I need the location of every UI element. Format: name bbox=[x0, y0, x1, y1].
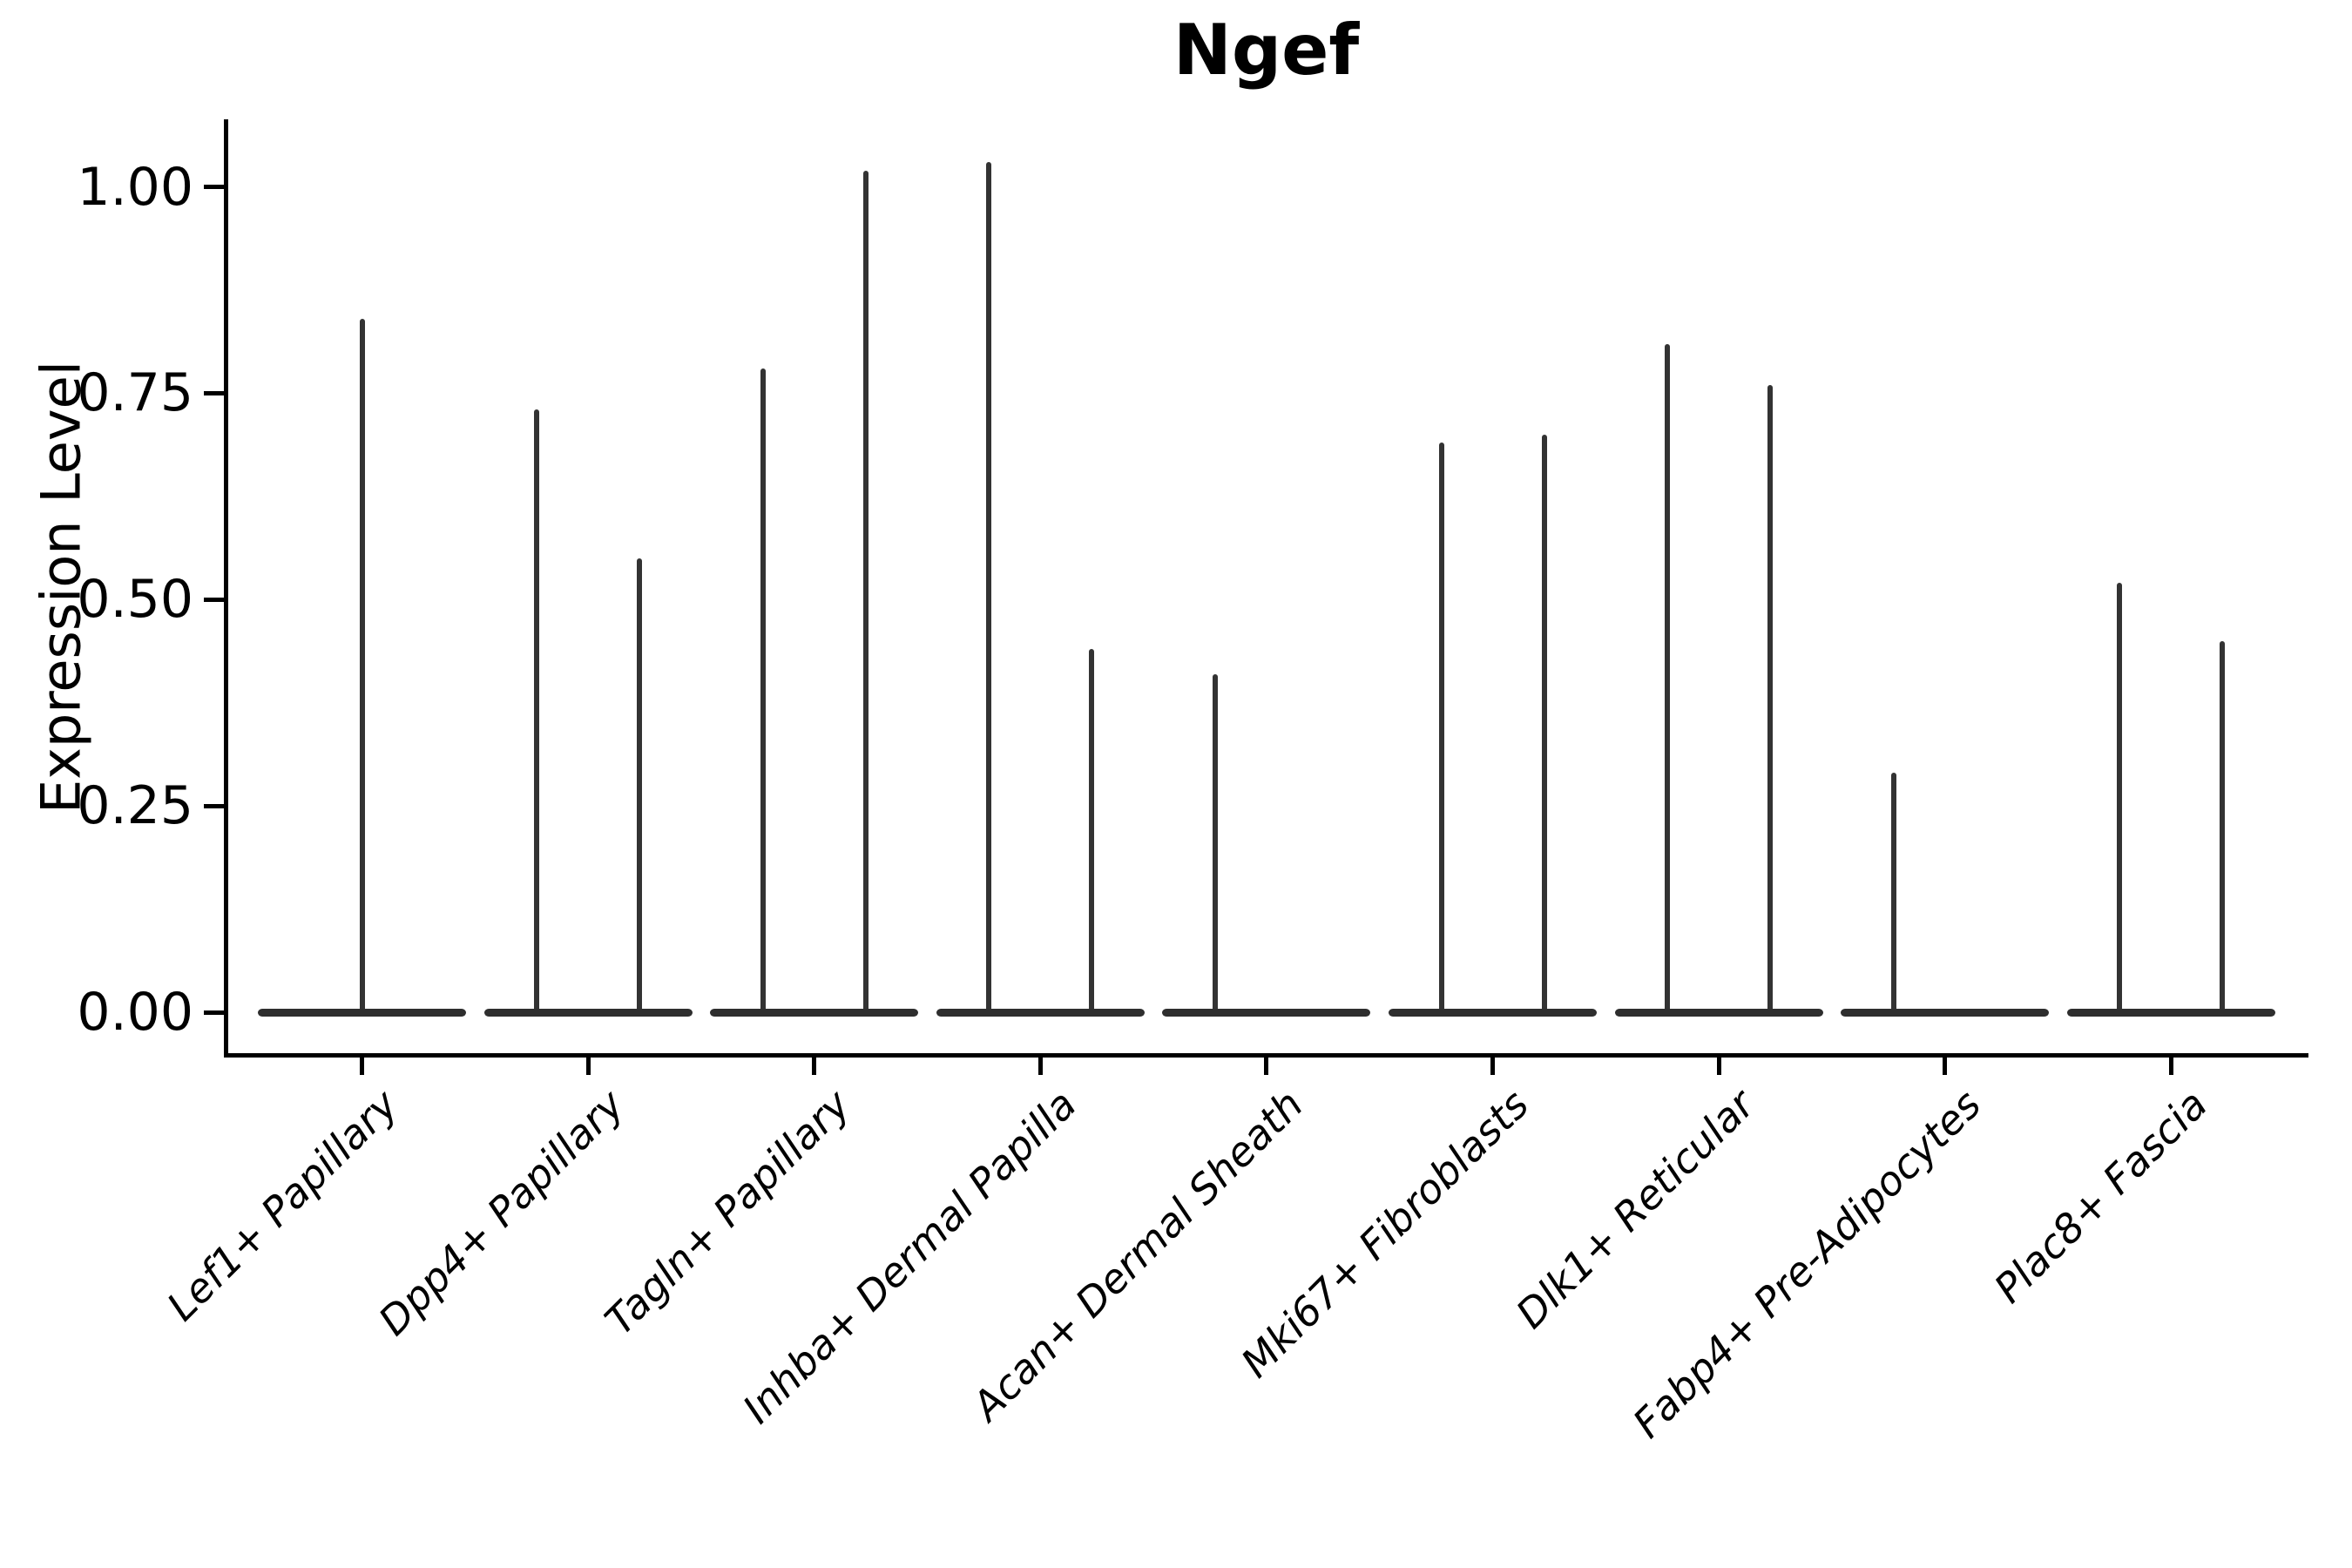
x-tick-label: Plac8+ Fascia bbox=[1984, 1080, 2217, 1312]
violin-spike bbox=[862, 170, 868, 1017]
violin-baseline bbox=[1389, 1008, 1597, 1017]
x-tick-label: Dpp4+ Papillary bbox=[369, 1080, 633, 1345]
y-tick-label: 0.50 bbox=[77, 569, 193, 631]
x-tick-mark bbox=[2168, 1058, 2173, 1075]
x-tick-mark bbox=[585, 1058, 591, 1075]
y-tick-mark bbox=[204, 390, 224, 395]
violin-baseline bbox=[1614, 1008, 1823, 1017]
x-tick-mark bbox=[1943, 1058, 1948, 1075]
violin-spike bbox=[1890, 773, 1896, 1017]
violin-spike bbox=[637, 558, 643, 1017]
y-tick-label: 0.25 bbox=[77, 775, 193, 837]
y-tick-mark bbox=[204, 597, 224, 602]
y-tick-mark bbox=[204, 1010, 224, 1015]
violin-spike bbox=[1767, 384, 1774, 1017]
violin-spike bbox=[1438, 443, 1444, 1017]
x-tick-mark bbox=[1490, 1058, 1495, 1075]
violin-baseline bbox=[710, 1008, 919, 1017]
violin-baseline bbox=[483, 1008, 693, 1017]
violin-spike bbox=[1212, 673, 1218, 1017]
x-tick-label: Dlk1+ Reticular bbox=[1507, 1080, 1764, 1338]
y-tick-mark bbox=[204, 803, 224, 808]
violin-spike bbox=[2220, 640, 2226, 1017]
y-tick-label: 0.75 bbox=[77, 362, 193, 424]
x-tick-mark bbox=[1037, 1058, 1043, 1075]
x-tick-label: Lef1+ Papillary bbox=[158, 1080, 408, 1330]
chart-title: Ngef bbox=[1173, 10, 1360, 91]
x-tick-mark bbox=[1264, 1058, 1269, 1075]
violin-spike bbox=[1089, 649, 1095, 1017]
violin-spike bbox=[534, 409, 540, 1017]
violin-spike bbox=[986, 162, 992, 1017]
y-tick-label: 0.00 bbox=[77, 982, 193, 1043]
y-tick-label: 1.00 bbox=[77, 156, 193, 218]
y-tick-mark bbox=[204, 185, 224, 189]
violin-spike bbox=[1541, 434, 1547, 1017]
violin-baseline bbox=[1162, 1008, 1371, 1017]
violin-spike bbox=[1665, 343, 1671, 1017]
violin-baseline bbox=[258, 1008, 466, 1017]
y-axis-spine bbox=[224, 119, 228, 1058]
violin-baseline bbox=[936, 1008, 1145, 1017]
violin-baseline bbox=[1841, 1008, 2050, 1017]
x-tick-mark bbox=[1716, 1058, 1721, 1075]
x-tick-mark bbox=[360, 1058, 364, 1075]
x-tick-label: Tagln+ Papillary bbox=[596, 1080, 860, 1344]
violin-baseline bbox=[2066, 1008, 2275, 1017]
x-tick-mark bbox=[812, 1058, 817, 1075]
violin-spike bbox=[760, 368, 766, 1017]
violin-spike bbox=[2117, 583, 2123, 1017]
violin-spike bbox=[359, 319, 365, 1017]
x-axis-spine bbox=[224, 1053, 2308, 1058]
